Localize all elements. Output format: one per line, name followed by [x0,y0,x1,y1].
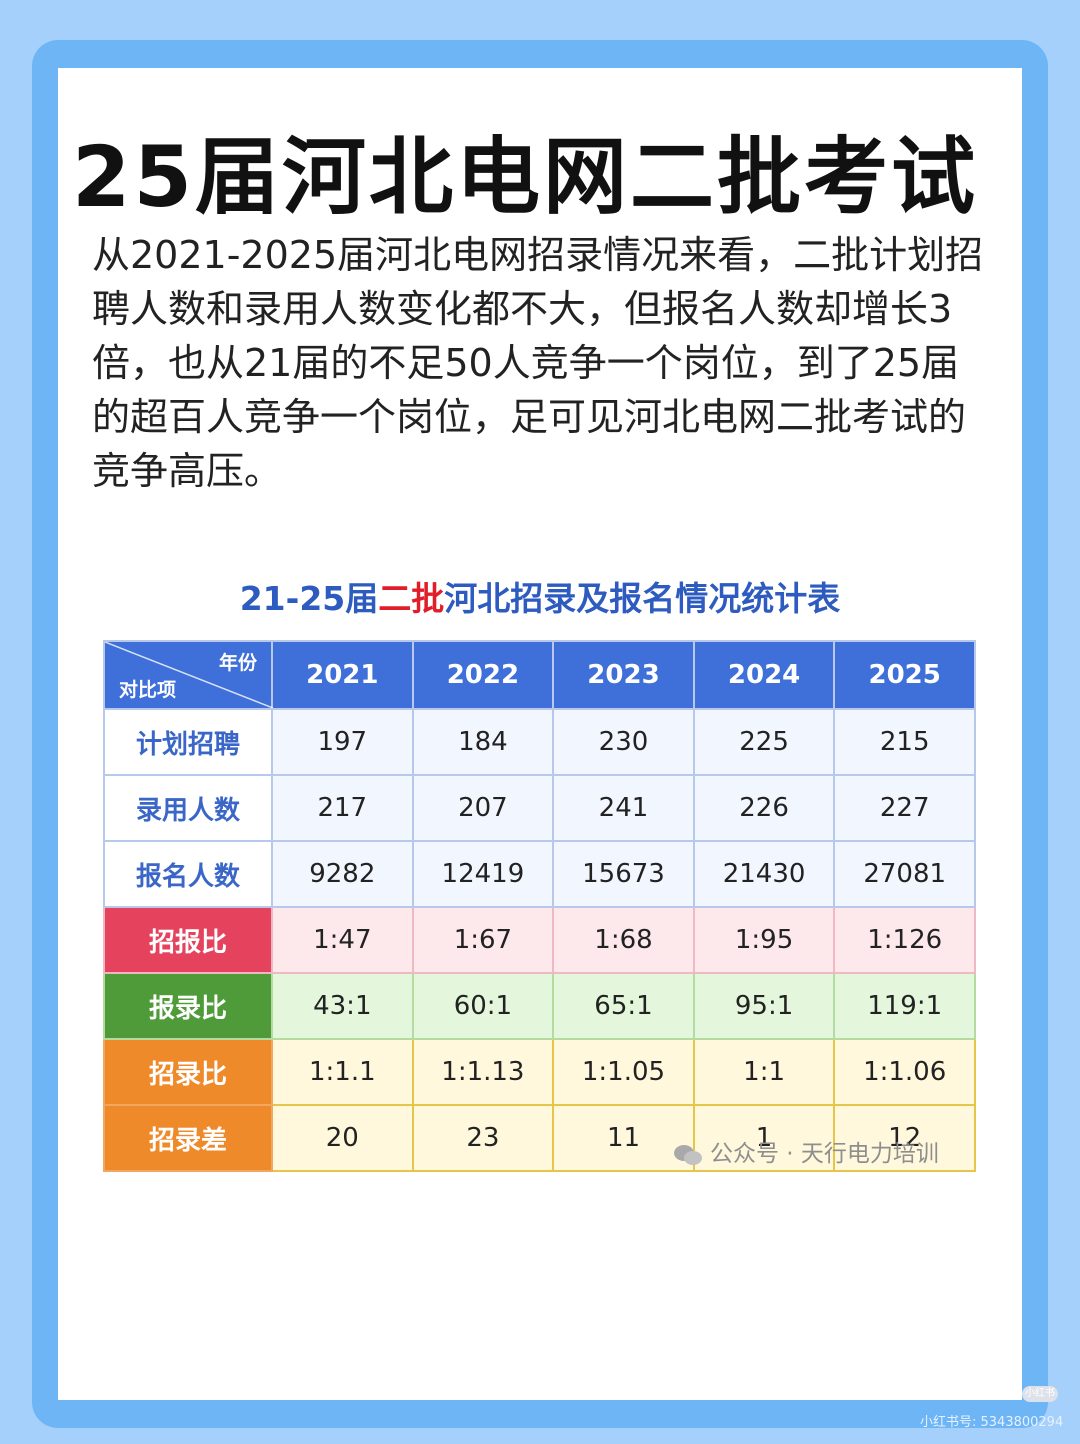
year-header: 2024 [692,640,836,710]
table-cell: 1:95 [692,906,836,974]
stats-table: 年份 对比项 2021 2022 2023 2024 2025 计划招聘 197… [103,640,976,1172]
row-label: 计划招聘 [103,708,273,776]
wechat-icon [674,1144,702,1165]
table-title: 21-25届二批河北招录及报名情况统计表 [104,572,976,620]
row-label: 报名人数 [103,840,273,908]
table-title-suffix: 河北招录及报名情况统计表 [444,579,841,618]
table-cell: 184 [411,708,555,776]
table-cell: 215 [833,708,976,776]
table-row: 招录比 1:1.1 1:1.13 1:1.05 1:1 1:1.06 [103,1038,976,1106]
table-cell: 12 [833,1104,976,1172]
table-row: 报名人数 9282 12419 15673 21430 27081 [103,840,976,908]
table-row: 计划招聘 197 184 230 225 215 [103,708,976,776]
table-cell: 27081 [833,840,976,908]
corner-year-label: 年份 [218,652,257,674]
table-cell: 1:1 [692,1038,836,1106]
table-row: 招录差 20 23 11 1 12 [103,1104,976,1172]
table-cell: 15673 [552,840,695,908]
table-cell: 43:1 [271,972,414,1040]
table-cell: 241 [552,774,695,842]
table-cell: 230 [552,708,695,776]
table-title-highlight: 二批 [378,579,445,618]
year-header: 2023 [552,640,695,710]
table-cell: 1:1.1 [271,1038,414,1106]
row-label: 招报比 [103,906,273,974]
table-cell: 1:126 [833,906,976,974]
table-cell: 1:67 [411,906,555,974]
table-cell: 1 [692,1104,836,1172]
table-cell: 207 [411,774,555,842]
xiaohongshu-id: 小红书号: 5343800294 [920,1415,1064,1430]
year-header: 2025 [833,640,976,710]
table-row: 报录比 43:1 60:1 65:1 95:1 119:1 [103,972,976,1040]
table-cell: 12419 [411,840,555,908]
table-cell: 217 [271,774,414,842]
table-cell: 65:1 [552,972,695,1040]
table-cell: 20 [271,1104,414,1172]
wechat-watermark: 公众号 · 天行电力培训 [672,1134,939,1168]
table-cell: 225 [692,708,836,776]
corner-header: 年份 对比项 [103,640,273,710]
intro-paragraph: 从2021-2025届河北电网招录情况来看，二批计划招聘人数和录用人数变化都不大… [92,233,984,493]
table-cell: 11 [552,1104,695,1172]
xiaohongshu-logo: 小红书 [1022,1386,1058,1402]
table-cell: 9282 [271,840,414,908]
watermark-text: 公众号 · 天行电力培训 [710,1141,939,1167]
table-cell: 1:47 [271,906,414,974]
table-cell: 1:68 [552,906,695,974]
page-title: 25届河北电网二批考试 [72,128,978,226]
year-header: 2021 [271,640,414,710]
row-label: 录用人数 [103,774,273,842]
corner-item-label: 对比项 [119,679,177,701]
table-title-prefix: 21-25届 [239,579,379,618]
row-label: 招录差 [103,1104,273,1172]
year-header: 2022 [411,640,555,710]
diagonal-line [105,642,273,708]
table-cell: 95:1 [692,972,836,1040]
table-cell: 1:1.05 [552,1038,695,1106]
table-cell: 226 [692,774,836,842]
table-cell: 21430 [692,840,836,908]
table-cell: 23 [411,1104,555,1172]
table-cell: 60:1 [411,972,555,1040]
table-cell: 197 [271,708,414,776]
table-header-row: 年份 对比项 2021 2022 2023 2024 2025 [103,640,976,710]
table-cell: 119:1 [833,972,976,1040]
row-label: 招录比 [103,1038,273,1106]
table-row: 录用人数 217 207 241 226 227 [103,774,976,842]
table-row: 招报比 1:47 1:67 1:68 1:95 1:126 [103,906,976,974]
row-label: 报录比 [103,972,273,1040]
table-cell: 1:1.06 [833,1038,976,1106]
table-cell: 227 [833,774,976,842]
table-cell: 1:1.13 [411,1038,555,1106]
